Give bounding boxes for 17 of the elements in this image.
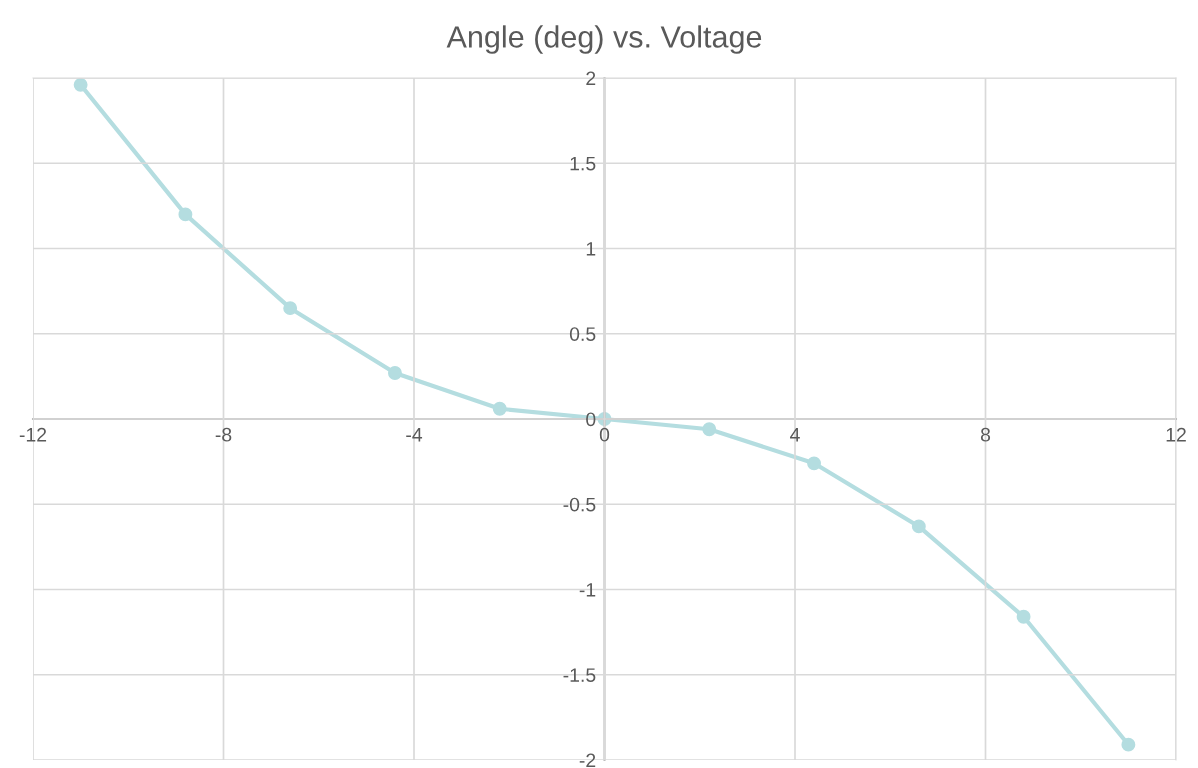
x-tick-label: 0 xyxy=(599,427,610,442)
x-tick-label: 12 xyxy=(1166,427,1186,442)
y-tick-label: -2 xyxy=(579,753,596,768)
x-tick-label: 8 xyxy=(980,427,991,442)
y-tick-label: 0.5 xyxy=(569,327,596,341)
y-tick-label: 1 xyxy=(586,242,596,256)
y-tick-label: -0.5 xyxy=(563,497,596,512)
chart-title: Angle (deg) vs. Voltage xyxy=(446,25,762,54)
y-tick-label: 2 xyxy=(586,71,596,86)
x-tick-label: -12 xyxy=(19,427,47,442)
x-tick-label: 4 xyxy=(790,428,800,442)
x-tick-label: -4 xyxy=(406,428,423,442)
y-tick-label: 1.5 xyxy=(570,156,596,171)
x-tick-label: -8 xyxy=(215,427,232,442)
y-tick-label: -1.5 xyxy=(563,668,596,682)
y-tick-label: 0 xyxy=(586,412,596,427)
y-tick-label: -1 xyxy=(579,583,596,597)
